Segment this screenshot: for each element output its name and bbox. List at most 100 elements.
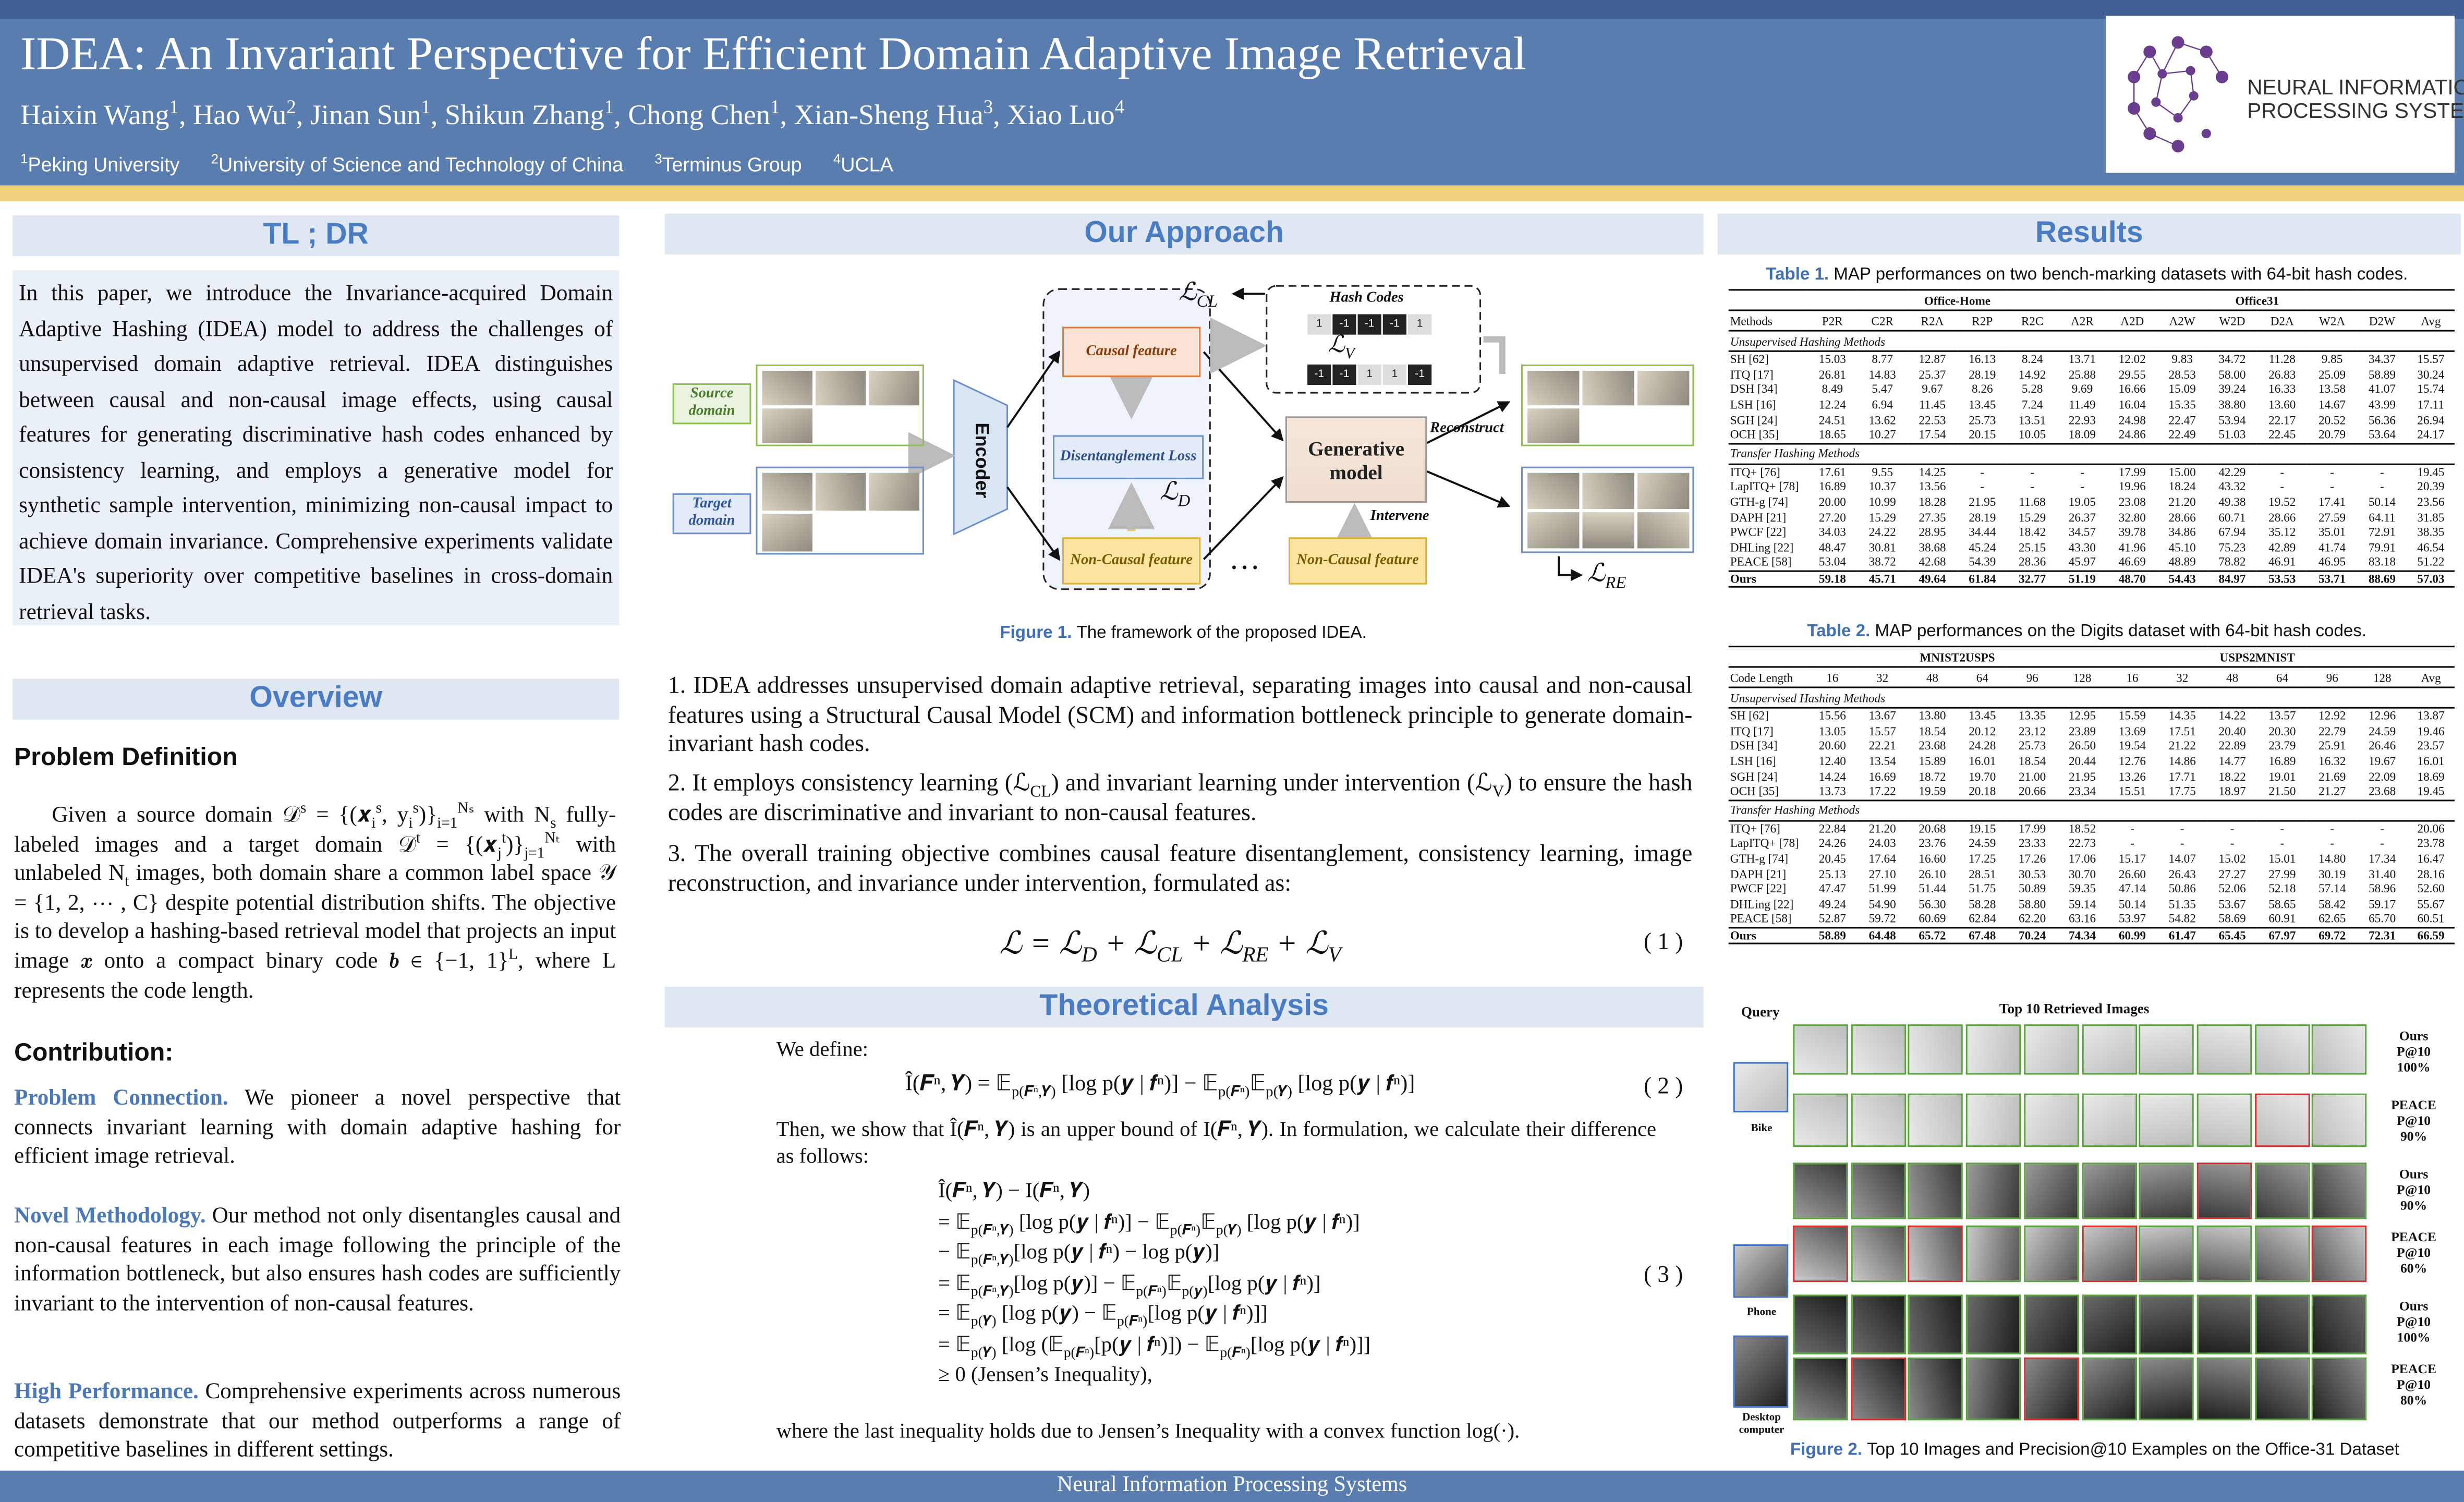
method-cell: SH [62] [1728,350,1807,367]
group-header: Office-Home [1807,289,2107,310]
method-cell: OCH [35] [1730,784,1779,799]
value-cell: 16.47 [2417,851,2445,866]
value-cell: 67.94 [2218,525,2246,540]
value-cell: 48.89 [2168,555,2196,570]
method-cell: ITQ+ [76] [1728,463,1807,480]
value-cell: 22.17 [2268,413,2296,427]
value-cell: 60.99 [2107,926,2157,945]
retrieved-image [1793,1093,1848,1147]
superscript: 1 [770,95,780,118]
column-header: A2W [2157,309,2207,331]
value-cell: 27.59 [2318,510,2346,525]
footer: Neural Information Processing Systems [0,1470,2464,1502]
source-images [756,364,924,446]
text: 𝔼 [1200,1209,1216,1233]
text: = {(𝒙 [420,832,497,857]
approach-point: 3. The overall training objective combin… [668,841,1693,899]
subscript: p(𝑭ⁿ,𝒀) [970,1252,1014,1268]
retrieved-image [2196,1024,2252,1075]
value-cell: 8.24 [2007,350,2057,367]
value-cell: 12.40 [1818,754,1846,769]
value-cell: 59.72 [1868,912,1896,926]
value-cell: 15.74 [2417,382,2445,397]
text: , Hao Wu [179,99,287,131]
retrieved-image [2023,1162,2079,1219]
image-thumbnail [1637,512,1690,549]
value-cell: 20.06 [2407,819,2455,837]
image-thumbnail [1527,512,1580,549]
value-cell: 8.49 [1822,382,1843,397]
retrieved-image [1908,1357,1963,1421]
value-cell: 58.80 [2019,897,2046,911]
value-cell: 13.05 [1818,724,1846,738]
method-cell: OCH [35] [1730,428,1779,442]
table-row: ITQ+ [76] 22.84 21.20 20.68 19.15 17.99 18.52-… [1728,819,2455,837]
value-cell: 11.45 [1919,397,1946,412]
value-cell: 23.57 [2417,739,2445,754]
value-cell: 10.27 [1868,428,1896,442]
value-cell: 23.76 [1919,837,1946,851]
method-cell: SGH [24] [1730,769,1778,784]
value-cell: - [2230,837,2235,851]
value-cell: 19.54 [2118,739,2146,754]
value-cell: 28.19 [1969,510,1996,525]
column-header: D2W [2357,309,2407,331]
value-cell: 46.54 [2417,540,2445,554]
retrieved-image [1793,1024,1848,1075]
value-cell: 15.17 [2118,851,2146,866]
text: [log p(𝒚 | 𝒇ⁿ) − log p(𝒚)] [1013,1239,1220,1264]
subscript: CL [1196,292,1218,312]
retrieved-image [2312,1357,2368,1421]
method-cell: PEACE [58] [1730,555,1792,570]
value-cell: 20.18 [1969,784,1996,799]
text: [log p(𝒚 | 𝒇ⁿ)]] [1147,1301,1268,1325]
value-cell: 50.14 [2368,495,2396,510]
text: , Chong Chen [614,99,771,131]
approach-point: 2. It employs consistency learning (ℒCL)… [668,770,1693,828]
figure-caption: Figure 2. Top 10 Images and Precision@10 … [1729,1441,2461,1460]
value-cell: 58.00 [2218,367,2246,382]
image-thumbnail [1637,473,1690,510]
table-row: GTH-g [74] 20.00 10.99 18.28 21.95 11.68 19.05… [1729,494,2455,510]
retrieved-image [2023,1225,2079,1282]
value-cell: 45.97 [2068,555,2096,570]
value-cell: 25.73 [2019,739,2046,754]
text: Terminus Group [662,154,802,176]
retrieved-image [1966,1162,2021,1219]
value-cell: 18.52 [2057,819,2108,837]
value-cell: - [1980,480,1985,494]
equation-line: = 𝔼p(𝒀) [log p(𝒚) − 𝔼p(𝑭ⁿ)[log p(𝒚 | 𝒇ⁿ)… [938,1301,1268,1328]
value-cell: 63.16 [2068,912,2096,926]
text: + ℒ [1183,927,1243,962]
value-cell: 17.41 [2318,495,2346,510]
value-cell: - [2330,837,2335,851]
retrieved-image [2254,1093,2310,1147]
table-row: ITQ [17] 26.81 14.83 25.37 28.19 14.92 25.88 29… [1729,367,2455,382]
value-cell: 34.37 [2357,350,2407,367]
value-cell: 16.04 [2118,397,2146,412]
value-cell: 58.28 [1969,897,1996,911]
header-cell [1728,646,1807,667]
results-table: Office-Home Office31 Methods P2R C2R R2A R2P R2… [1728,289,2455,588]
arrow [1426,401,1511,444]
value-cell: - [2130,837,2134,851]
value-cell: 38.35 [2417,525,2445,540]
equation-line: Î(𝑭ⁿ, 𝒀) − I(𝑭ⁿ, 𝒀) [938,1178,1090,1203]
section-header: TL ; DR [13,215,620,257]
image-thumbnail [815,473,866,511]
value-cell: 47.14 [2118,881,2146,896]
equation-number: ( 3 ) [1644,1263,1683,1289]
retrieved-image [1793,1162,1848,1219]
column-header: 48 [2207,666,2257,687]
value-cell: 18.28 [1919,495,1946,510]
lead: Problem Connection. [14,1085,228,1111]
retrieved-image [1850,1093,1906,1147]
value-cell: 51.75 [1969,881,1996,896]
value-cell: 51.03 [2218,428,2246,442]
value-cell: 45.71 [1857,570,1908,588]
value-cell: 23.33 [2019,837,2046,851]
text: [p(𝒚 | 𝒇ⁿ)]) − 𝔼 [1094,1331,1220,1355]
value-cell: 18.72 [1919,769,1946,784]
poster-title: IDEA: An Invariant Perspective for Effic… [20,28,1526,80]
